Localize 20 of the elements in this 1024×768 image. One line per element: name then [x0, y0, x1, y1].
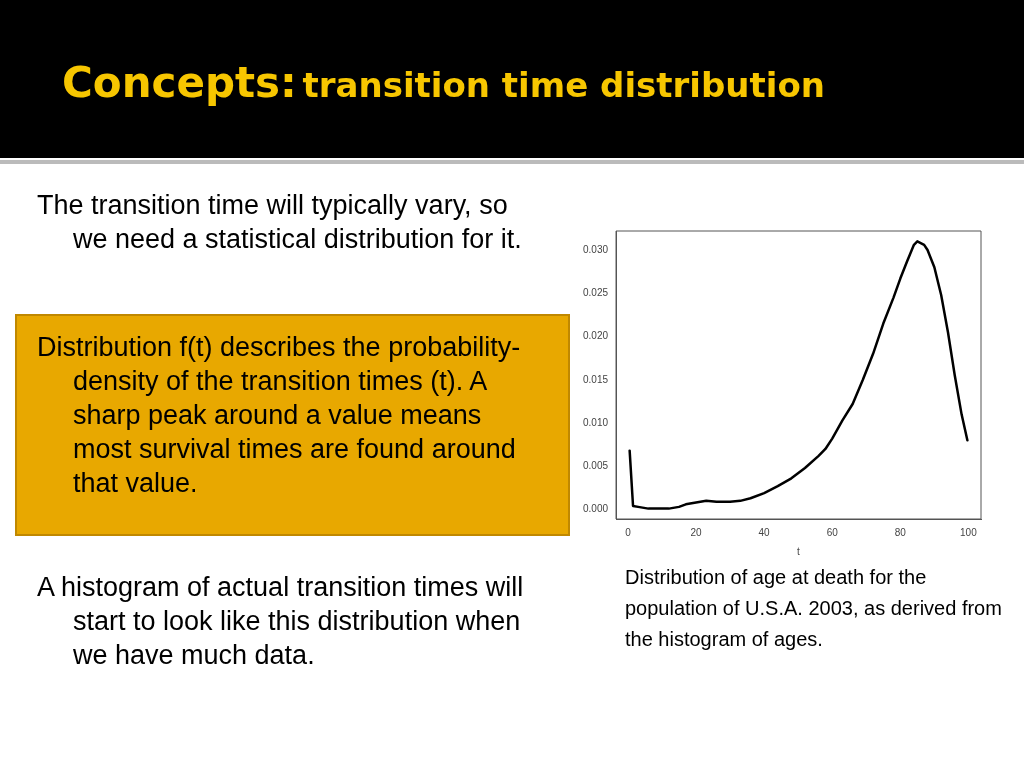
text: Distribution f(t) describes the probability-density of the transition times (t). A sharp peak around a value means most survival times are found around that value. [37, 331, 522, 500]
x-tick-label: 0 [625, 526, 632, 538]
x-tick-label: 40 [758, 526, 771, 538]
chart-subtitle: transition time distribution [302, 65, 826, 105]
y-tick-label: 0.005 [582, 459, 609, 471]
x-tick-label: 60 [826, 526, 839, 538]
y-tick-label: 0.010 [582, 416, 609, 428]
text: Concepts: [62, 58, 297, 107]
y-tick-label: 0.020 [582, 330, 609, 342]
y-tick-label: 0.000 [582, 503, 609, 515]
x-tick-label: 20 [690, 526, 703, 538]
text: The transition time will typically vary, so we need a statistical distribution for it. [37, 189, 523, 256]
y-tick-label: 0.015 [582, 373, 609, 385]
text: Distribution of age at death for the population of U.S.A. 2003, as derived from the histogram of ages. [625, 565, 1003, 652]
x-tick-label: 80 [894, 526, 907, 538]
x-axis-title: t [797, 545, 801, 557]
y-tick-label: 0.030 [582, 243, 609, 255]
text: A histogram of actual transition times will start to look like this distribution when we have much data. [37, 571, 525, 672]
x-tick-label: 100 [960, 526, 978, 538]
y-tick-label: 0.025 [582, 287, 609, 299]
